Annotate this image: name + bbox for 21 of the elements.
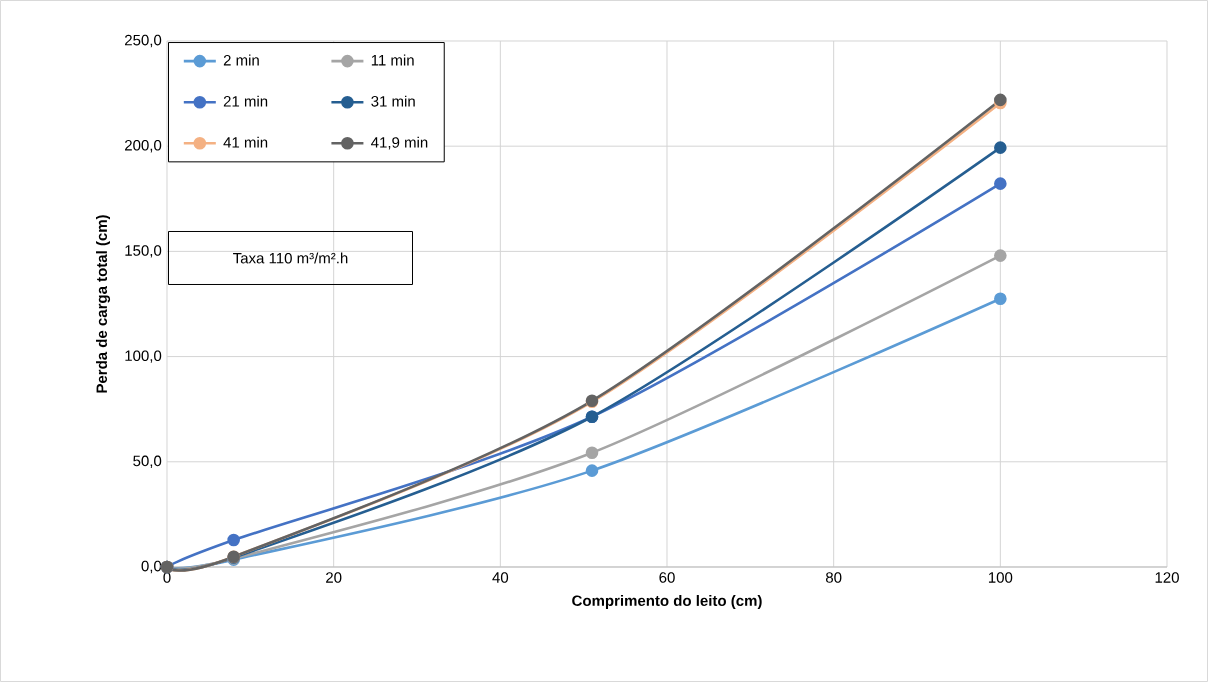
- legend-label: 11 min: [371, 54, 414, 66]
- legend-label: 41,9 min: [371, 136, 428, 150]
- annotation: Taxa 110 m³/m².h: [233, 252, 348, 264]
- y-tick-label: 50,0: [133, 455, 162, 468]
- y-tick-label: 200,0: [125, 140, 162, 153]
- x-axis-title: Comprimento do leito (cm): [572, 595, 762, 609]
- legend-label: 31 min: [371, 95, 415, 107]
- y-tick-label: 0,0: [141, 560, 162, 574]
- y-tick-label: 150,0: [125, 245, 162, 258]
- x-tick-label: 120: [1155, 572, 1179, 583]
- x-tick-label: 80: [825, 572, 842, 583]
- legend-label: 41 min: [223, 136, 268, 148]
- x-tick-label: 40: [492, 572, 509, 583]
- y-tick-label: 250,0: [125, 34, 162, 48]
- y-tick-label: 100,0: [125, 350, 162, 363]
- x-tick-label: 100: [988, 572, 1013, 583]
- y-axis-title: Perda de carga total (cm): [96, 215, 111, 393]
- x-tick-label: 60: [659, 572, 675, 583]
- legend-label: 21 min: [223, 95, 268, 107]
- legend-label: 2 min: [223, 54, 259, 66]
- x-tick-label: 20: [326, 572, 342, 583]
